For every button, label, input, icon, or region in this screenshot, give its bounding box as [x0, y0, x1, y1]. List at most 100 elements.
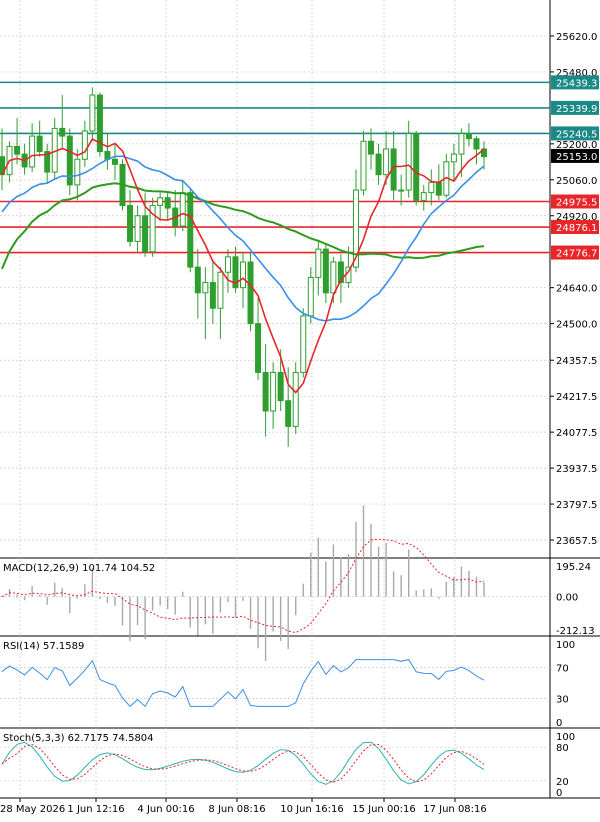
x-tick-label: 10 Jun 16:16: [280, 804, 344, 815]
macd-tick-label: 195.24: [556, 562, 591, 573]
candle-body: [368, 140, 375, 155]
candle-body: [307, 276, 314, 317]
candle-body: [352, 189, 359, 268]
candle-body: [209, 282, 216, 309]
candle-body: [330, 261, 337, 294]
ma-blue-line: [1, 155, 485, 322]
candle-body: [202, 282, 209, 294]
y-tick-label: 25620.0: [556, 32, 597, 43]
candle-body: [285, 400, 292, 427]
stoch-tick-label: 100: [556, 732, 575, 743]
candle-body: [375, 153, 382, 176]
rsi-tick-label: 70: [556, 663, 569, 674]
level-tag-red: [551, 245, 599, 260]
y-tick-label: 24357.5: [556, 356, 597, 367]
level-tag-label: 25439.3: [556, 78, 597, 89]
candle-body: [142, 215, 149, 253]
level-tag-teal: [551, 75, 599, 90]
macd-tick-label: 0.00: [556, 593, 578, 604]
candle-body: [435, 181, 442, 196]
candle-body: [59, 127, 66, 137]
level-tag-teal: [551, 100, 599, 115]
candle-body: [458, 133, 465, 155]
candle-body: [74, 158, 81, 186]
candle-body: [450, 153, 457, 163]
candle-body: [292, 371, 299, 427]
candle-body: [322, 248, 329, 294]
rsi-label: RSI(14) 57.1589: [3, 641, 84, 652]
stoch-tick-label: 0: [556, 788, 562, 799]
candle-body: [300, 315, 307, 373]
x-tick-label: 15 Jun 00:16: [352, 804, 416, 815]
y-tick-label: 24640.0: [556, 284, 597, 295]
candle-body: [194, 266, 201, 294]
stoch-tick-label: 20: [556, 777, 569, 788]
candle-body: [89, 94, 96, 132]
candle-body: [315, 248, 322, 278]
y-tick-label: 25200.0: [556, 140, 597, 151]
candle-body: [405, 133, 412, 191]
candle-body: [66, 135, 73, 186]
rsi-tick-label: 100: [556, 640, 575, 651]
rsi-line: [1, 659, 485, 708]
candle-body: [420, 192, 427, 201]
y-tick-label: 24920.0: [556, 212, 597, 223]
candle-body: [277, 371, 284, 402]
candle-body: [481, 148, 487, 158]
candle-body: [398, 189, 405, 192]
macd-tick-label: -212.13: [556, 626, 595, 637]
candle-body: [337, 261, 344, 284]
candle-body: [428, 181, 435, 194]
rsi-tick-label: 30: [556, 695, 569, 706]
level-tag-teal: [551, 126, 599, 141]
candle-body: [240, 261, 246, 289]
level-tag-label: 24975.5: [556, 197, 597, 208]
macd-signal-line: [1, 538, 485, 634]
stoch-main-line: [1, 741, 485, 785]
level-tag-red: [551, 194, 599, 209]
level-tag-label: 24876.1: [556, 223, 597, 234]
candle-body: [111, 158, 118, 165]
y-tick-label: 24500.0: [556, 320, 597, 331]
current-price-tag: [551, 148, 599, 163]
macd-label: MACD(12,26,9) 101.74 104.52: [3, 563, 155, 574]
candle-body: [413, 133, 420, 201]
y-tick-label: 23937.5: [556, 464, 597, 475]
level-tag-red: [551, 220, 599, 235]
candle-body: [360, 140, 367, 191]
y-tick-label: 24077.5: [556, 428, 597, 439]
ma-red-line: [1, 138, 485, 394]
y-tick-label: 24217.5: [556, 392, 597, 403]
x-tick-label: 8 Jun 08:16: [208, 804, 265, 815]
candle-body: [217, 271, 224, 309]
candle-body: [157, 197, 164, 206]
y-tick-label: 25480.0: [556, 68, 597, 79]
x-tick-label: 1 Jun 12:16: [67, 804, 124, 815]
x-tick-label: 28 May 2026: [0, 804, 65, 815]
candle-body: [179, 192, 186, 227]
candle-body: [232, 256, 239, 289]
stoch-label: Stoch(5,3,3) 62.7175 74.5804: [3, 733, 154, 744]
current-price-label: 25153.0: [556, 152, 597, 163]
candle-body: [270, 371, 277, 412]
candle-body: [465, 133, 472, 140]
candle-body: [164, 197, 171, 209]
x-tick-label: 17 Jun 08:16: [423, 804, 487, 815]
candle-body: [247, 261, 254, 325]
y-tick-label: 25060.0: [556, 176, 597, 187]
x-tick-label: 4 Jun 00:16: [137, 804, 194, 815]
candle-body: [255, 323, 262, 373]
level-tag-label: 24776.7: [556, 249, 597, 260]
candle-body: [14, 145, 21, 155]
candle-body: [36, 135, 43, 153]
candle-body: [473, 138, 480, 150]
candle-body: [29, 135, 36, 168]
candle-body: [44, 151, 51, 173]
candle-body: [224, 256, 231, 273]
stoch-tick-label: 80: [556, 743, 569, 754]
candle-body: [134, 215, 141, 242]
level-tag-label: 25240.5: [556, 129, 597, 140]
candle-body: [262, 371, 269, 412]
